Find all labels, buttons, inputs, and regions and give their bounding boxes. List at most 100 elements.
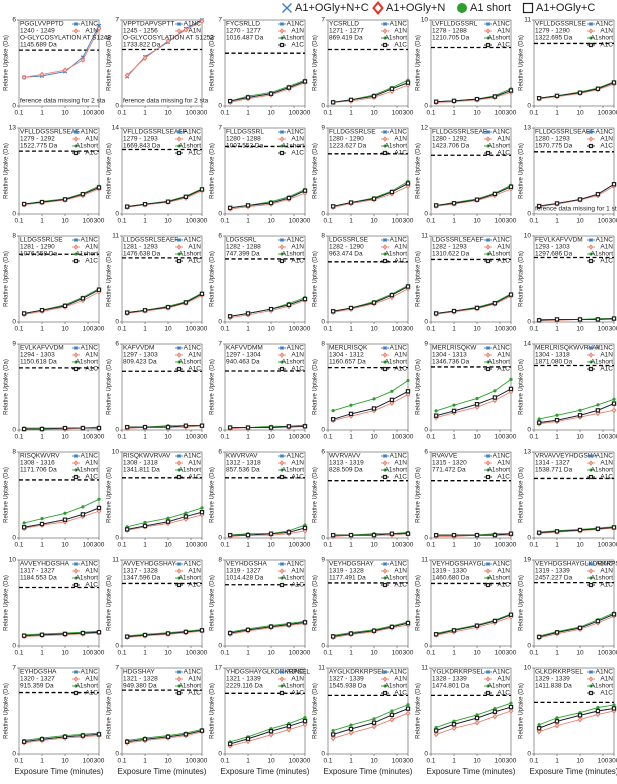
mass: 1570.775 Da <box>535 143 573 150</box>
marker <box>268 624 274 629</box>
marker <box>383 130 387 134</box>
x-tick-label: 10 <box>267 650 275 657</box>
marker <box>554 317 560 322</box>
marker <box>62 734 68 740</box>
x-tick-label: 100 <box>495 110 506 117</box>
x-tick-label: 1 <box>555 650 559 657</box>
legend-label: A1short <box>591 467 614 474</box>
legend-label: A1N <box>188 352 201 359</box>
marker <box>589 252 593 256</box>
x-tick-label: 1 <box>40 110 44 117</box>
legend-label: A1C <box>600 582 613 589</box>
marker <box>21 201 27 207</box>
marker <box>286 85 292 90</box>
marker <box>508 292 514 297</box>
x-tick-label: 10 <box>370 758 378 765</box>
legend-label: A1NC <box>184 561 202 568</box>
marker <box>486 454 490 458</box>
marker <box>405 706 411 711</box>
marker <box>611 407 617 414</box>
y-tick-label: 0 <box>527 535 531 542</box>
marker <box>280 684 284 688</box>
series-line <box>436 186 512 206</box>
marker <box>280 252 284 256</box>
x-tick-label: 0.1 <box>529 542 538 549</box>
marker <box>165 631 171 636</box>
marker <box>177 576 181 580</box>
legend-label: A1short <box>488 143 511 150</box>
y-tick-label: 11 <box>421 233 428 240</box>
y-tick-label: 0 <box>321 751 325 758</box>
legend-label: A1C <box>291 582 304 589</box>
marker <box>280 130 284 134</box>
y-tick-label: 11 <box>421 665 428 672</box>
plot-frame <box>121 667 203 755</box>
plot-frame <box>533 19 615 107</box>
x-tick-label: 300 <box>506 758 517 765</box>
series-line <box>539 403 615 424</box>
x-tick-label: 0.1 <box>426 542 435 549</box>
marker <box>40 517 44 521</box>
y-axis-label: Relative Uptake (Da) <box>313 143 319 199</box>
marker <box>165 424 171 430</box>
series-line <box>436 294 512 314</box>
marker <box>286 302 292 308</box>
x-axis-label: Exposure Time (minutes) <box>324 767 413 776</box>
marker <box>21 633 27 638</box>
marker <box>165 199 171 204</box>
legend-label: A1short <box>76 575 99 582</box>
peptide-title: AVVEYHDGSHAY <box>123 561 177 568</box>
marker <box>280 576 284 580</box>
legend-label: A1C <box>291 690 304 697</box>
legend-label: A1short <box>76 143 99 150</box>
series-line <box>127 292 203 314</box>
marker <box>405 80 411 85</box>
legend-label: A1NC <box>287 129 305 136</box>
series-line <box>24 289 100 314</box>
x-tick-label: 1 <box>246 326 250 333</box>
marker <box>492 94 498 99</box>
x-tick-label: 10 <box>164 434 172 441</box>
x-tick-label: 300 <box>609 218 617 225</box>
panel: 0 12 0.1 1 10 100 300 Relative Uptake (Da) FLLDG… <box>416 125 517 225</box>
marker <box>330 732 336 737</box>
series-line <box>539 185 615 208</box>
note: ference data missing for 1 st <box>535 206 617 213</box>
marker <box>268 91 274 96</box>
legend-label: A1short <box>385 359 408 366</box>
x-tick-label: 1 <box>246 542 250 549</box>
y-tick-label: 0 <box>527 319 531 326</box>
legend-label: A1NC <box>493 669 511 676</box>
residue-range: 1293 - 1303 <box>535 244 570 251</box>
series-line <box>538 707 615 729</box>
series-line <box>435 710 512 735</box>
marker <box>176 676 182 682</box>
y-tick-label: 0 <box>12 643 16 650</box>
mass: 771.472 Da <box>432 467 466 474</box>
marker <box>227 425 233 430</box>
marker <box>165 519 171 524</box>
panel: 0 7 0.1 1 10 100 300 Relative Uptake (Da) FLLDGS… <box>210 125 311 225</box>
x-tick-label: 10 <box>576 326 584 333</box>
x-tick-label: 1 <box>349 326 353 333</box>
marker <box>588 244 594 250</box>
y-tick-label: 0 <box>527 751 531 758</box>
marker <box>433 311 439 316</box>
marker <box>279 366 285 372</box>
marker <box>588 28 594 34</box>
x-tick-label: 100 <box>83 434 94 441</box>
legend-label: A1short <box>179 359 202 366</box>
plot-frame <box>430 451 512 539</box>
legend-label: A1NC <box>184 453 202 460</box>
legend-label: A1C <box>85 474 98 481</box>
series-line <box>127 293 203 314</box>
marker <box>286 530 292 535</box>
marker <box>348 730 354 736</box>
marker <box>302 721 308 728</box>
x-tick-label: 10 <box>473 218 481 225</box>
series-line <box>539 82 615 99</box>
marker <box>485 258 491 264</box>
x-tick-label: 300 <box>403 542 414 549</box>
